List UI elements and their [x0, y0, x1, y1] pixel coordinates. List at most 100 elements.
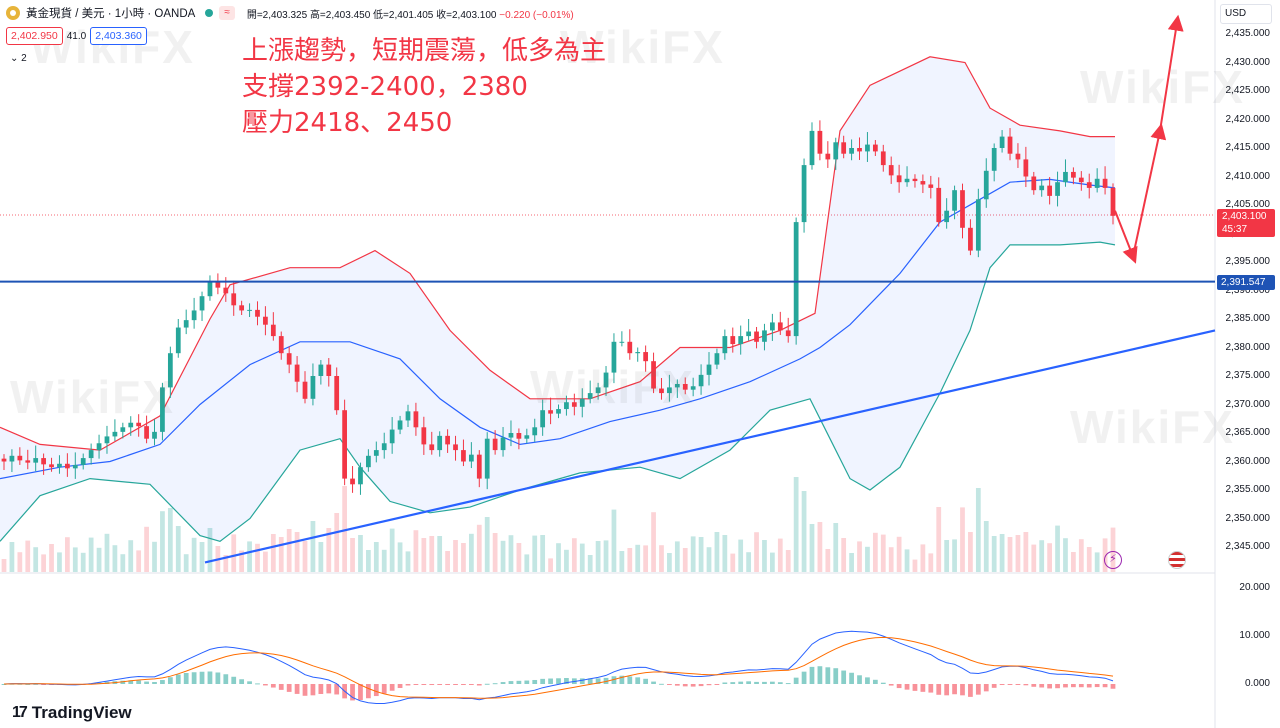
volume-bar: [793, 477, 799, 572]
volume-bar: [1094, 552, 1100, 572]
candle-body: [175, 327, 181, 354]
volume-bar: [817, 522, 823, 572]
volume-bar: [651, 512, 656, 572]
volume-bar: [524, 554, 530, 572]
volume-bar: [968, 532, 973, 572]
bid-price-button[interactable]: 2,402.950: [6, 27, 63, 45]
candle-body: [421, 427, 427, 445]
volume-bar: [674, 541, 680, 572]
annotation-line: 上漲趨勢，短期震蕩，低多為主: [242, 36, 607, 66]
currency-selector[interactable]: USD: [1220, 4, 1272, 24]
macd-histogram-bar: [904, 684, 910, 690]
candle-body: [746, 331, 751, 337]
macd-histogram-bar: [595, 678, 601, 684]
analysis-annotation[interactable]: 上漲趨勢，短期震蕩，低多為主 支撐2392-2400，2380 壓力2418、2…: [242, 33, 606, 141]
volume-bar: [785, 550, 791, 572]
candle-body: [358, 467, 363, 485]
macd-histogram-bar: [785, 683, 791, 685]
volume-bar: [896, 536, 902, 572]
volume-bar: [722, 535, 728, 572]
macd-histogram-bar: [944, 684, 950, 696]
volume-bar: [286, 529, 292, 572]
volume-bar: [865, 546, 870, 572]
price-axis-label: 2,390.000: [1225, 284, 1271, 296]
macd-histogram-bar: [199, 671, 205, 684]
volume-bar: [255, 543, 260, 572]
candle-body: [540, 410, 546, 428]
candle-body: [722, 336, 728, 354]
macd-histogram-bar: [896, 684, 902, 689]
symbol-title[interactable]: 黃金現貨 / 美元 · 1小時 · OANDA: [26, 8, 196, 20]
candle-body: [239, 305, 245, 311]
volume-bar: [270, 534, 276, 572]
price-axis-label: 2,380.000: [1225, 341, 1271, 353]
macd-histogram-bar: [1047, 684, 1053, 689]
volume-bar: [88, 537, 94, 572]
volume-bar: [358, 535, 363, 572]
us-flag-icon[interactable]: [1168, 551, 1186, 569]
macd-histogram-bar: [508, 681, 514, 684]
macd-histogram-bar: [762, 681, 767, 684]
macd-histogram-bar: [579, 678, 585, 684]
macd-histogram-bar: [1055, 684, 1060, 689]
macd-histogram-bar: [674, 684, 680, 686]
macd-signal-line: [3, 636, 1114, 699]
candle-body: [25, 460, 31, 463]
macd-histogram-bar: [754, 681, 759, 684]
drawn-lines[interactable]: [0, 280, 1216, 564]
candlesticks: [1, 120, 1116, 495]
macd-histogram-bar: [468, 684, 474, 685]
bb-upper-line: [0, 56, 1115, 451]
candle-body: [476, 454, 482, 479]
volume-bar: [587, 555, 593, 572]
candle-body: [936, 187, 942, 223]
candle-body: [1015, 153, 1021, 160]
macd-histogram-bar: [358, 684, 363, 700]
ask-price-button[interactable]: 2,403.360: [90, 27, 147, 45]
macd-histogram-bar: [484, 683, 490, 685]
volume-bar: [1055, 525, 1060, 572]
tradingview-logo[interactable]: 17 TradingView: [12, 703, 132, 723]
candle-body: [674, 383, 680, 388]
candle-body: [548, 410, 553, 414]
macd-histogram-bar: [587, 678, 593, 684]
candle-body: [112, 431, 118, 437]
volume-bar: [999, 534, 1005, 572]
macd-histogram-bar: [730, 682, 736, 684]
candle-body: [231, 293, 237, 306]
candle-body: [1078, 177, 1084, 183]
approx-tag[interactable]: ≈: [219, 6, 235, 20]
price-axis-label: 2,410.000: [1225, 170, 1271, 182]
candle-body: [152, 431, 157, 439]
candle-body: [904, 178, 910, 183]
candle-body: [983, 170, 989, 200]
volume-bar: [152, 541, 157, 572]
price-axis-label: 2,375.000: [1225, 370, 1271, 381]
volume-bar: [136, 550, 142, 572]
ascending-trendline: [204, 329, 1216, 564]
macd-histogram-bar: [405, 684, 411, 686]
candle-body: [223, 287, 229, 294]
volume-bar: [492, 533, 498, 572]
volume-bar: [825, 549, 831, 572]
volume-bar: [516, 543, 522, 572]
candle-body: [706, 364, 712, 375]
candle-body: [373, 450, 379, 456]
gold-coin-icon: [6, 6, 20, 20]
volume-bar: [25, 540, 31, 572]
forecast-arrows[interactable]: [1114, 14, 1184, 264]
macd-histogram-bar: [635, 677, 641, 684]
symbol-header[interactable]: 黃金現貨 / 美元 · 1小時 · OANDA ≈ 開=2,403.325 高=…: [6, 4, 574, 22]
volume-bar: [167, 508, 173, 572]
macd-histogram-bar: [263, 684, 268, 686]
volume-bar: [508, 535, 514, 572]
volume-bar: [1007, 537, 1013, 572]
macd-histogram-bar: [809, 666, 815, 684]
price-axis-label: 2,345.000: [1225, 541, 1271, 552]
candle-body: [754, 331, 759, 342]
lightning-icon[interactable]: ⚡: [1104, 551, 1122, 569]
candle-body: [952, 190, 957, 211]
macd-histogram-bar: [548, 678, 553, 684]
indicator-collapse-toggle[interactable]: ⌄ 2: [10, 53, 27, 64]
